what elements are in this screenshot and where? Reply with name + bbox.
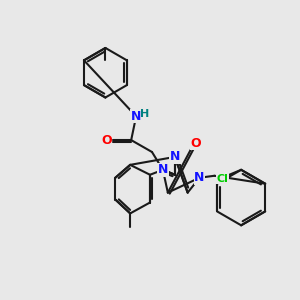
Text: O: O: [190, 136, 201, 150]
Text: N: N: [131, 110, 141, 123]
Text: N: N: [169, 150, 180, 164]
Text: Cl: Cl: [216, 174, 228, 184]
Text: O: O: [101, 134, 112, 147]
Text: H: H: [140, 109, 150, 119]
Text: N: N: [194, 171, 205, 184]
Text: N: N: [158, 163, 168, 176]
